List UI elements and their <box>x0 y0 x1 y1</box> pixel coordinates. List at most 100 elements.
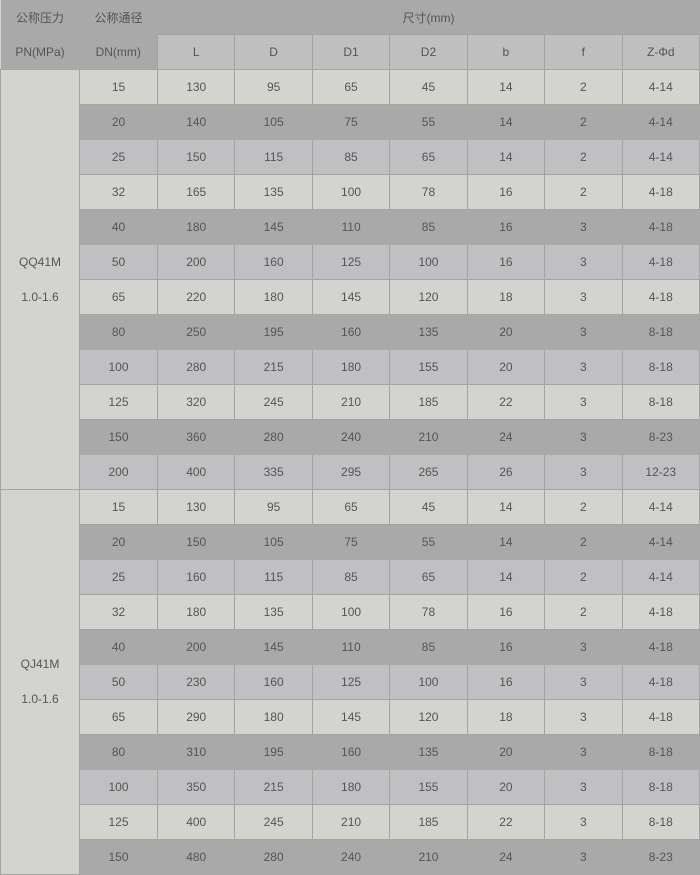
table-cell: 65 <box>311 69 391 105</box>
table-cell: 160 <box>234 244 313 280</box>
table-cell: 15 <box>79 69 158 105</box>
table-cell: 165 <box>156 174 236 210</box>
table-cell: 150 <box>79 839 158 875</box>
column-header: D2 <box>389 34 468 70</box>
table-cell: 8-18 <box>621 384 700 420</box>
table-cell: 100 <box>79 769 158 805</box>
table-row: 40 180 145 110 85 16 3 4-18 <box>1 209 700 245</box>
table-cell: 20 <box>79 104 158 140</box>
column-header: Z-Φd <box>621 34 700 70</box>
table-cell: 3 <box>544 839 623 875</box>
table-cell: 135 <box>389 314 468 350</box>
table-cell: 12-23 <box>621 454 700 490</box>
table-cell: 245 <box>234 804 313 840</box>
table-row: 25 150 115 85 65 14 2 4-14 <box>1 139 700 175</box>
table-cell: 8-18 <box>621 804 700 840</box>
model-name: QJ41M <box>20 657 60 671</box>
table-cell: 185 <box>389 384 468 420</box>
table-cell: 8-18 <box>621 349 700 385</box>
table-cell: 130 <box>156 489 236 525</box>
table-row: 25 160 115 85 65 14 2 4-14 <box>1 559 700 595</box>
table-cell: 210 <box>311 384 391 420</box>
table-cell: 215 <box>234 769 313 805</box>
table-row: 125 320 245 210 185 22 3 8-18 <box>1 384 700 420</box>
table-cell: 195 <box>234 314 313 350</box>
table-cell: 25 <box>79 139 158 175</box>
table-cell: 115 <box>234 559 313 595</box>
table-cell: 180 <box>311 349 391 385</box>
table-cell: 18 <box>466 279 546 315</box>
table-cell: 155 <box>389 349 468 385</box>
header-pn-cn: 公称压力 <box>0 0 80 35</box>
table-row: 65 290 180 145 120 18 3 4-18 <box>1 699 700 735</box>
table-cell: 150 <box>156 524 236 560</box>
table-row: 125 400 245 210 185 22 3 8-18 <box>1 804 700 840</box>
table-row: 32 180 135 100 78 16 2 4-18 <box>1 594 700 630</box>
table-cell: 3 <box>544 209 623 245</box>
table-cell: 200 <box>156 629 236 665</box>
table-cell: 85 <box>311 559 391 595</box>
table-cell: 32 <box>79 174 158 210</box>
table-cell: 110 <box>311 629 391 665</box>
table-cell: 16 <box>466 174 546 210</box>
model-cell: QJ41M 1.0-1.6 <box>0 489 80 875</box>
table-cell: 320 <box>156 384 236 420</box>
table-cell: 2 <box>544 559 623 595</box>
table-cell: 55 <box>389 104 468 140</box>
table-cell: 180 <box>234 699 313 735</box>
table-cell: 78 <box>389 174 468 210</box>
table-cell: 3 <box>544 804 623 840</box>
table-cell: 14 <box>466 489 546 525</box>
table-cell: 155 <box>389 769 468 805</box>
table-cell: 2 <box>544 174 623 210</box>
table-cell: 125 <box>79 384 158 420</box>
table-cell: 80 <box>79 314 158 350</box>
table-cell: 8-18 <box>621 769 700 805</box>
table-cell: 20 <box>466 769 546 805</box>
table-cell: 16 <box>466 244 546 280</box>
table-cell: 2 <box>544 69 623 105</box>
table-cell: 3 <box>544 349 623 385</box>
table-cell: 480 <box>156 839 236 875</box>
table-cell: 8-18 <box>621 734 700 770</box>
table-cell: 135 <box>234 594 313 630</box>
table-cell: 14 <box>466 139 546 175</box>
table-cell: 18 <box>466 699 546 735</box>
table-cell: 16 <box>466 594 546 630</box>
table-cell: 65 <box>311 489 391 525</box>
table-cell: 115 <box>234 139 313 175</box>
table-cell: 3 <box>544 769 623 805</box>
table-cell: 85 <box>389 629 468 665</box>
table-row: 150 480 280 240 210 24 3 8-23 <box>1 839 700 875</box>
table-cell: 85 <box>389 209 468 245</box>
table-cell: 150 <box>79 419 158 455</box>
table-row: 100 280 215 180 155 20 3 8-18 <box>1 349 700 385</box>
table-cell: 3 <box>544 279 623 315</box>
table-cell: 65 <box>389 139 468 175</box>
table-cell: 20 <box>466 349 546 385</box>
table-cell: 250 <box>156 314 236 350</box>
table-cell: 3 <box>544 454 623 490</box>
table-row: 150 360 280 240 210 24 3 8-23 <box>1 419 700 455</box>
table-row: 200 400 335 295 265 26 3 12-23 <box>1 454 700 490</box>
model-cell: QQ41M 1.0-1.6 <box>0 69 80 490</box>
column-header: f <box>544 34 623 70</box>
table-cell: 2 <box>544 489 623 525</box>
table-cell: 200 <box>156 244 236 280</box>
table-cell: 22 <box>466 384 546 420</box>
column-header: D1 <box>311 34 391 70</box>
table-cell: 25 <box>79 559 158 595</box>
table-cell: 105 <box>234 104 313 140</box>
table-cell: 120 <box>389 279 468 315</box>
table-cell: 3 <box>544 699 623 735</box>
table-cell: 160 <box>156 559 236 595</box>
table-cell: 100 <box>311 594 391 630</box>
table-cell: 15 <box>79 489 158 525</box>
table-row: 100 350 215 180 155 20 3 8-18 <box>1 769 700 805</box>
table-cell: 4-18 <box>621 244 700 280</box>
table-cell: 3 <box>544 314 623 350</box>
table-cell: 290 <box>156 699 236 735</box>
table-cell: 20 <box>466 734 546 770</box>
table-row: 40 200 145 110 85 16 3 4-18 <box>1 629 700 665</box>
